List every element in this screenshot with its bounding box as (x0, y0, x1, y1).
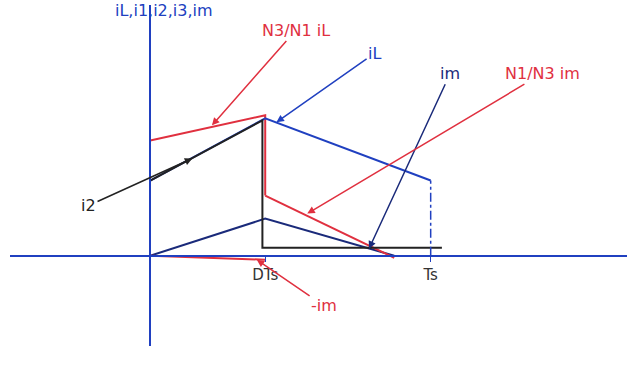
svg-text:N1/N3 im: N1/N3 im (505, 64, 580, 83)
svg-text:Ts: Ts (422, 266, 438, 284)
svg-text:-im: -im (311, 296, 337, 315)
svg-text:DTs: DTs (252, 266, 278, 284)
svg-text:im: im (440, 64, 460, 83)
svg-text:iL,i1,i2,i3,im: iL,i1,i2,i3,im (115, 1, 213, 20)
svg-text:iL: iL (368, 44, 381, 63)
svg-text:i2: i2 (81, 196, 96, 215)
svg-text:N3/N1 iL: N3/N1 iL (262, 21, 330, 40)
